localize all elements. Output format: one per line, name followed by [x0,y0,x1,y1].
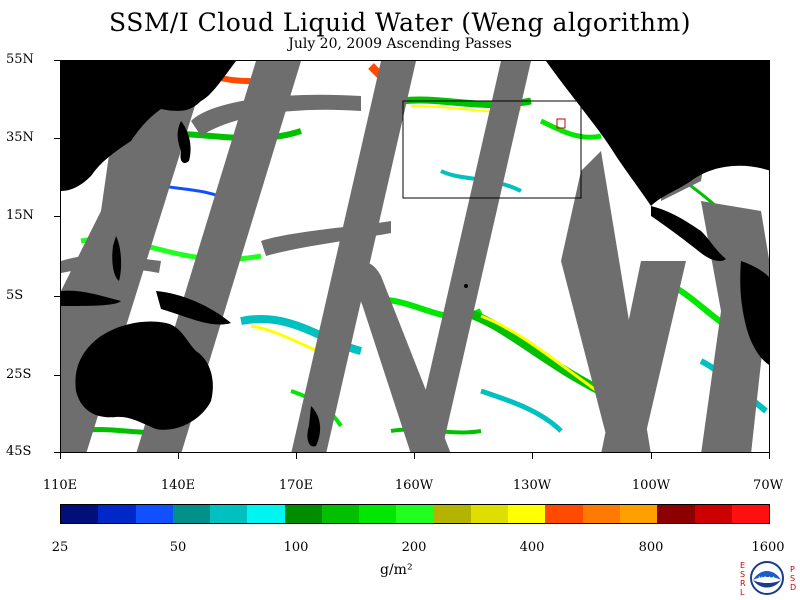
color-swatch-14 [582,505,620,523]
color-swatch-2 [135,505,173,523]
lon-tick [651,453,652,459]
color-swatch-4 [210,505,248,523]
svg-text:NOAA: NOAA [758,576,776,583]
color-swatch-1 [98,505,136,523]
lat-label-25s: 25S [6,367,32,382]
new-guinea-landmass [156,291,231,325]
color-swatch-15 [619,505,658,523]
color-swatch-0 [61,505,99,523]
color-swatch-11 [470,505,509,523]
lat-label-35n: 35N [6,130,34,145]
land-masses [61,61,769,447]
logo-letter: D [790,583,797,592]
philippines-landmass [112,236,122,281]
color-swatch-7 [321,505,360,523]
new-zealand-landmass [307,406,321,447]
logo-letter: S [790,574,796,583]
lon-tick [296,453,297,459]
lon-tick [769,453,770,459]
logo-letter: R [740,579,746,588]
lon-tick [532,453,533,459]
color-scale-bar [60,504,770,524]
lon-label-100w: 100W [631,478,671,493]
noaa-esrl-logo: E S R L NOAA P S D [738,558,796,598]
central-america-landmass [651,206,726,261]
colorbar-label-1600: 1600 [751,540,785,555]
colorbar-label-400: 400 [519,540,545,555]
lon-label-70w: 70W [753,478,783,493]
north-america-landmass [546,61,769,206]
asia-landmass [61,61,236,191]
lat-label-15n: 15N [6,208,34,223]
color-swatch-3 [172,505,211,523]
logo-letter: L [740,588,745,597]
color-swatch-8 [359,505,397,523]
color-swatch-16 [657,505,695,523]
lon-label-140e: 140E [160,478,196,493]
lat-tick [54,216,60,217]
lat-tick [54,296,60,297]
colorbar-label-25: 25 [51,540,69,555]
japan-landmass [177,121,191,163]
noaa-emblem-icon: NOAA [750,561,784,595]
lat-tick [54,138,60,139]
region-outline-box [402,100,582,199]
map-title: SSM/I Cloud Liquid Water (Weng algorithm… [109,8,691,37]
color-swatch-9 [396,505,434,523]
lon-label-160w: 160W [394,478,434,493]
units-label: g/m² [380,562,413,578]
australia-landmass [75,321,213,430]
lat-tick [54,452,60,453]
lat-label-45s: 45S [6,444,32,459]
map-subtitle: July 20, 2009 Ascending Passes [288,36,512,52]
lon-tick [178,453,179,459]
lat-tick [54,375,60,376]
lon-label-130w: 130W [512,478,552,493]
colorbar-label-50: 50 [169,540,187,555]
lat-tick [54,60,60,61]
color-swatch-10 [433,505,471,523]
color-swatch-5 [247,505,285,523]
colorbar-label-100: 100 [283,540,309,555]
color-swatch-13 [545,505,583,523]
logo-letter: E [740,561,746,570]
colorbar-label-800: 800 [638,540,664,555]
color-swatch-12 [508,505,546,523]
color-swatch-6 [284,505,322,523]
map-canvas [61,61,769,452]
lon-label-170e: 170E [278,478,314,493]
lon-label-110e: 110E [42,478,78,493]
logo-letter: S [740,570,746,579]
lat-label-5s: 5S [6,288,24,303]
color-swatch-18 [731,505,770,523]
color-swatch-17 [694,505,732,523]
marker-box [556,118,566,129]
logo-letter: P [790,565,795,574]
lon-tick [414,453,415,459]
cloud-water-map [60,60,770,453]
indonesia-landmass [61,290,121,306]
south-america-landmass [740,261,769,365]
lon-tick [60,453,61,459]
colorbar-label-200: 200 [401,540,427,555]
lat-label-55n: 55N [6,52,34,67]
